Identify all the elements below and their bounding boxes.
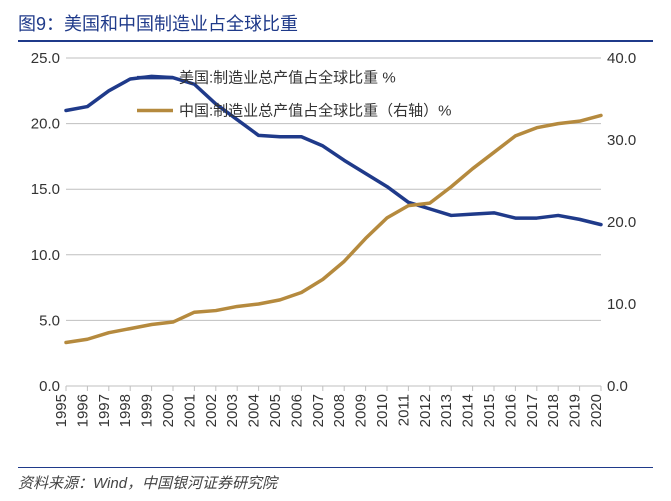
- x-tick-label: 1996: [74, 394, 91, 427]
- y-right-tick-label: 40.0: [607, 50, 636, 67]
- x-tick-label: 2004: [246, 394, 263, 427]
- x-tick-label: 2000: [160, 394, 177, 427]
- x-tick-label: 2014: [460, 394, 477, 427]
- x-tick-label: 2010: [374, 394, 391, 427]
- y-right-tick-label: 20.0: [607, 214, 636, 231]
- figure-source-row: 资料来源：Wind，中国银河证券研究院: [18, 467, 653, 493]
- x-tick-label: 2011: [395, 394, 412, 426]
- y-right-tick-label: 10.0: [607, 296, 636, 313]
- x-tick-label: 2019: [567, 394, 584, 427]
- figure-source: 资料来源：Wind，中国银河证券研究院: [18, 475, 277, 492]
- figure-container: 图9：美国和中国制造业占全球比重 0.05.010.015.020.025.00…: [0, 0, 671, 501]
- x-tick-label: 2012: [417, 394, 434, 427]
- legend-label-usa: 美国:制造业总产值占全球比重 %: [179, 69, 396, 87]
- x-tick-label: 1995: [53, 394, 70, 427]
- x-tick-label: 2013: [438, 394, 455, 427]
- x-tick-label: 2020: [588, 394, 605, 427]
- x-tick-label: 2003: [224, 394, 241, 427]
- x-tick-label: 2015: [481, 394, 498, 427]
- y-left-tick-label: 0.0: [39, 378, 60, 395]
- x-tick-label: 2002: [203, 394, 220, 427]
- x-tick-label: 2016: [502, 394, 519, 427]
- x-tick-label: 1997: [96, 394, 113, 427]
- x-tick-label: 2005: [267, 394, 284, 427]
- y-left-tick-label: 10.0: [31, 247, 60, 264]
- y-left-tick-label: 15.0: [31, 181, 60, 198]
- x-tick-label: 1999: [139, 394, 156, 427]
- y-right-tick-label: 0.0: [607, 378, 628, 395]
- x-tick-label: 2018: [545, 394, 562, 427]
- y-left-tick-label: 25.0: [31, 50, 60, 67]
- y-right-tick-label: 30.0: [607, 132, 636, 149]
- line-chart: 0.0 5.0 10.0 15.0 20.0 25.0 0.0 10.0 20.0 30.0 40.…: [18, 48, 653, 448]
- x-tick-label: 2001: [181, 394, 198, 427]
- figure-title: 图9：美国和中国制造业占全球比重: [18, 14, 298, 34]
- y-left-tick-label: 5.0: [39, 312, 60, 329]
- x-tick-label: 2006: [288, 394, 305, 427]
- x-tick-label: 2008: [331, 394, 348, 427]
- x-tick-label: 1998: [117, 394, 134, 427]
- chart-area: 0.0 5.0 10.0 15.0 20.0 25.0 0.0 10.0 20.0 30.0 40.…: [18, 48, 653, 461]
- x-tick-label: 2009: [353, 394, 370, 427]
- legend-label-china: 中国:制造业总产值占全球比重（右轴）%: [179, 101, 452, 119]
- y-left-tick-label: 20.0: [31, 116, 60, 133]
- x-tick-label: 2017: [524, 394, 541, 427]
- figure-title-row: 图9：美国和中国制造业占全球比重: [18, 10, 653, 42]
- x-tick-label: 2007: [310, 394, 327, 427]
